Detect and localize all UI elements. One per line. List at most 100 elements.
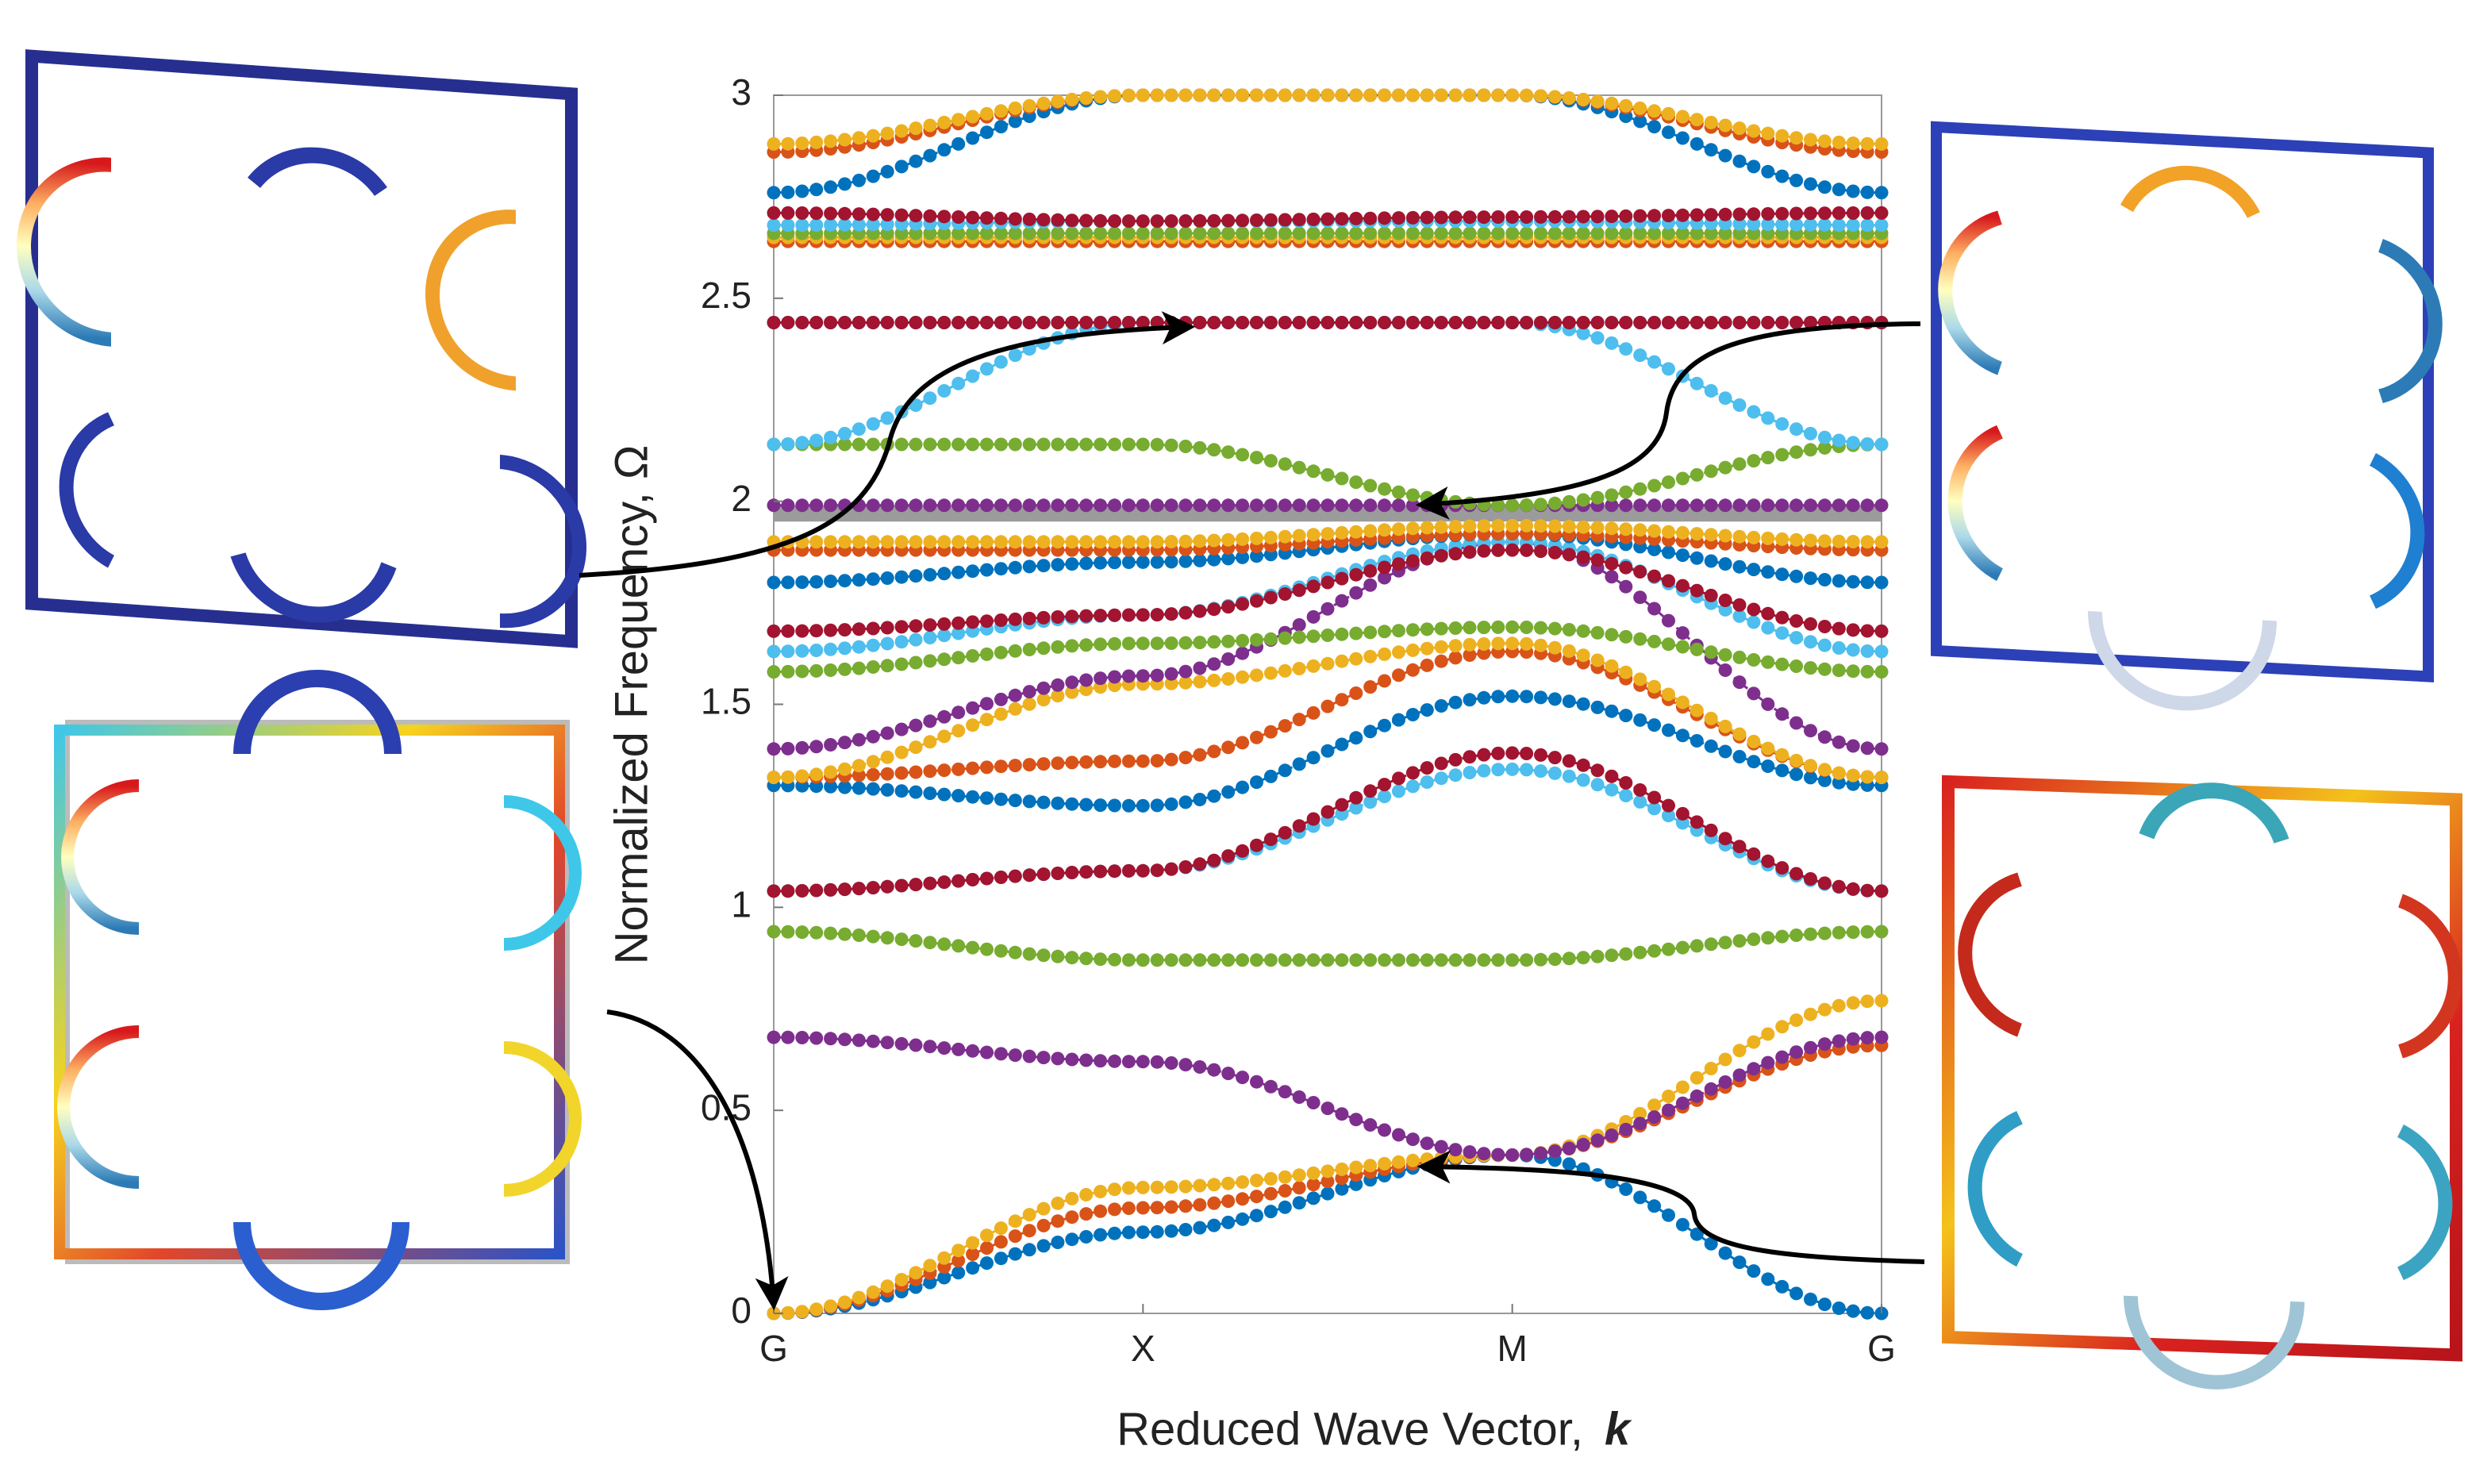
series-point-band-14 [1562, 548, 1576, 562]
series-point-band-12 [1662, 637, 1675, 652]
series-point-band-7 [866, 881, 880, 895]
series-point-band-19 [1562, 494, 1576, 509]
series-point-band-3 [1065, 1191, 1079, 1205]
series-point-band-19 [1250, 451, 1263, 465]
series-point-band-8 [1292, 757, 1306, 771]
series-point-band-10 [781, 770, 795, 784]
series-point-band-13 [781, 644, 795, 659]
series-point-band-15 [809, 575, 824, 589]
series-point-band-3 [1420, 1152, 1434, 1167]
series-point-band-14 [1193, 604, 1207, 618]
series-point-band-8 [1775, 763, 1789, 778]
series-point-band-14 [1036, 610, 1051, 625]
series-point-band-17 [1448, 520, 1463, 533]
series-point-band-5 [1335, 953, 1349, 967]
series-point-band-15 [937, 567, 951, 581]
series-point-band-7 [1761, 854, 1775, 868]
series-point-band-28 [1718, 148, 1732, 163]
series-point-band-12 [1832, 663, 1846, 678]
series-point-band-5 [1278, 953, 1292, 967]
series-point-band-5 [1647, 944, 1662, 958]
series-point-band-10 [1804, 759, 1817, 773]
series-point-band-10 [795, 769, 809, 783]
series-point-band-28 [795, 184, 809, 198]
series-point-band-30 [1164, 88, 1178, 102]
series-point-band-12 [1207, 635, 1221, 649]
series-point-band-25 [1463, 226, 1477, 240]
series-point-band-1 [1178, 1223, 1193, 1236]
series-point-band-30 [1349, 88, 1363, 102]
series-point-band-1 [980, 1256, 994, 1271]
series-point-band-22 [1761, 316, 1775, 329]
series-point-band-15 [1761, 565, 1775, 579]
series-point-band-7 [1775, 861, 1789, 875]
series-point-band-14 [1292, 583, 1306, 598]
series-point-band-12 [1448, 621, 1463, 635]
series-point-band-5 [909, 934, 923, 948]
series-point-band-18 [1108, 498, 1121, 513]
series-point-band-26 [1804, 217, 1817, 232]
series-point-band-30 [851, 131, 866, 145]
series-point-band-22 [838, 316, 851, 329]
series-point-band-8 [1520, 690, 1534, 704]
series-point-band-6 [1534, 764, 1547, 779]
series-point-band-1 [1236, 1212, 1250, 1226]
series-point-band-30 [1136, 88, 1150, 102]
series-point-band-22 [1207, 316, 1221, 329]
series-point-band-27 [1349, 211, 1363, 225]
series-point-band-12 [866, 660, 880, 674]
series-point-band-22 [1505, 316, 1520, 329]
series-point-band-17 [1477, 519, 1491, 533]
series-point-band-9 [951, 762, 966, 776]
series-point-band-17 [909, 535, 923, 549]
series-point-band-20 [1633, 348, 1647, 363]
series-point-band-1 [1207, 1218, 1221, 1232]
series-point-band-27 [1392, 211, 1405, 225]
series-point-band-9 [1278, 719, 1292, 733]
series-point-band-19 [1207, 443, 1221, 457]
series-point-band-12 [1278, 631, 1292, 645]
series-point-band-20 [795, 436, 809, 450]
series-point-band-1 [1164, 1224, 1178, 1238]
series-point-band-27 [937, 210, 951, 224]
series-point-band-3 [1349, 1160, 1363, 1175]
series-point-band-27 [1150, 214, 1164, 229]
series-point-band-20 [1576, 326, 1590, 340]
series-point-band-25 [1520, 226, 1534, 240]
series-point-band-5 [781, 925, 795, 939]
series-point-band-4 [1775, 1050, 1789, 1064]
series-point-band-3 [1221, 1176, 1236, 1190]
series-point-band-5 [795, 925, 809, 940]
series-point-band-3 [1193, 1178, 1207, 1193]
series-point-band-14 [994, 613, 1008, 627]
series-point-band-15 [1846, 575, 1860, 589]
series-point-band-15 [1647, 542, 1662, 556]
series-point-band-12 [1094, 637, 1108, 652]
series-point-band-18 [1775, 498, 1789, 513]
series-point-band-17 [980, 535, 994, 549]
series-band-4 [767, 1030, 1889, 1162]
series-point-band-25 [923, 226, 937, 240]
series-point-band-28 [1832, 183, 1846, 197]
series-point-band-8 [1832, 775, 1846, 790]
series-point-band-14 [1747, 602, 1761, 617]
series-point-band-17 [1335, 525, 1349, 540]
series-point-band-25 [1662, 226, 1675, 240]
series-point-band-3 [880, 1279, 894, 1294]
series-point-band-2 [1121, 1201, 1136, 1215]
series-point-band-25 [1619, 226, 1633, 240]
series-point-band-2 [1036, 1218, 1051, 1232]
series-point-band-17 [851, 535, 866, 549]
series-point-band-19 [1320, 467, 1335, 482]
series-point-band-30 [1647, 104, 1662, 118]
series-point-band-30 [1860, 136, 1874, 151]
series-point-band-13 [937, 629, 951, 643]
series-point-band-6 [1605, 782, 1619, 797]
series-point-band-17 [1491, 518, 1505, 532]
series-point-band-8 [1491, 690, 1505, 704]
series-point-band-7 [1534, 748, 1547, 762]
series-point-band-9 [1236, 736, 1250, 750]
series-point-band-10 [1874, 771, 1889, 785]
series-point-band-7 [1547, 751, 1562, 765]
series-point-band-7 [1463, 750, 1477, 764]
